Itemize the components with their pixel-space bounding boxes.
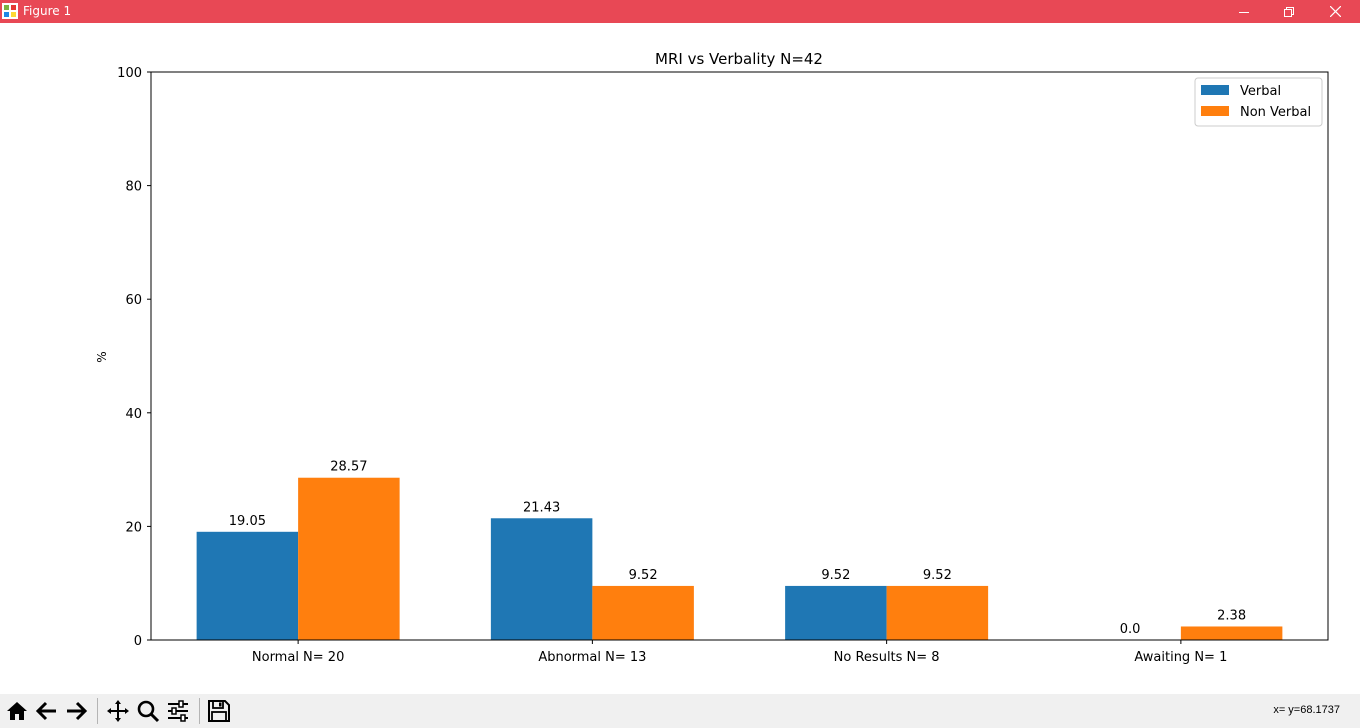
zoom-button[interactable] [134, 697, 162, 725]
x-tick-label: Normal N= 20 [252, 650, 344, 665]
bar-value-label: 0.0 [1120, 622, 1141, 637]
y-tick-label: 60 [125, 293, 142, 308]
toolbar-separator [199, 698, 200, 724]
configure-subplots-icon [168, 700, 188, 722]
bar-value-label: 19.05 [229, 514, 266, 529]
pan-icon [107, 700, 129, 722]
axes-frame [150, 71, 1329, 641]
y-tick-label: 20 [125, 520, 142, 535]
close-icon [1329, 6, 1341, 17]
legend-label: Non Verbal [1240, 105, 1311, 120]
forward-arrow-icon [67, 701, 88, 721]
minimize-button[interactable] [1221, 0, 1267, 23]
window-title: Figure 1 [23, 4, 72, 18]
toolbar-separator [97, 698, 98, 724]
window-titlebar: Figure 1 [0, 0, 1360, 23]
y-tick-label: 0 [134, 634, 142, 649]
minimize-icon [1239, 11, 1249, 13]
legend-label: Verbal [1240, 84, 1281, 99]
close-button[interactable] [1312, 0, 1358, 23]
bar-value-label: 28.57 [330, 460, 367, 475]
bar-non-verbal-2 [592, 585, 694, 640]
save-button[interactable] [205, 697, 233, 725]
legend-swatch-verbal [1201, 85, 1229, 95]
y-tick-label: 40 [125, 407, 142, 422]
figure-canvas[interactable]: MRI vs Verbality N=42 % 19.05 28.57 21.43 9… [0, 23, 1360, 694]
y-axis-label: % [95, 351, 109, 362]
bar-non-verbal-1 [298, 477, 400, 640]
zoom-icon [137, 700, 160, 723]
bar-value-label: 2.38 [1217, 608, 1246, 623]
coordinate-readout: x= y=68.1737 [1273, 704, 1340, 716]
forward-button[interactable] [62, 697, 90, 725]
pan-button[interactable] [104, 697, 132, 725]
bar-verbal-2 [490, 518, 593, 640]
bar-value-label: 9.52 [629, 568, 658, 583]
figure-app-icon [2, 3, 18, 19]
bar-verbal-3 [785, 585, 887, 640]
navigation-toolbar: x= y=68.1737 [0, 694, 1360, 728]
save-icon [208, 700, 230, 722]
home-icon [7, 702, 27, 720]
home-button[interactable] [3, 697, 31, 725]
x-tick-label: Abnormal N= 13 [538, 650, 646, 665]
configure-subplots-button[interactable] [164, 697, 192, 725]
back-button[interactable] [33, 697, 61, 725]
bar-chart: MRI vs Verbality N=42 % 19.05 28.57 21.43 9… [95, 50, 1329, 665]
chart-title: MRI vs Verbality N=42 [655, 50, 823, 68]
legend-swatch-non-verbal [1201, 106, 1229, 116]
x-tick-label: Awaiting N= 1 [1134, 650, 1227, 665]
restore-icon [1284, 6, 1294, 17]
back-arrow-icon [35, 701, 56, 721]
bar-value-label: 9.52 [923, 568, 952, 583]
bar-verbal-1 [196, 531, 299, 640]
bar-non-verbal-4 [1180, 626, 1283, 640]
y-tick-label: 100 [117, 66, 142, 81]
y-tick-label: 80 [125, 180, 142, 195]
bar-value-label: 9.52 [821, 568, 850, 583]
x-tick-label: No Results N= 8 [834, 650, 940, 665]
bar-non-verbal-3 [886, 585, 989, 640]
restore-button[interactable] [1266, 0, 1312, 23]
bar-value-label: 21.43 [523, 500, 560, 515]
